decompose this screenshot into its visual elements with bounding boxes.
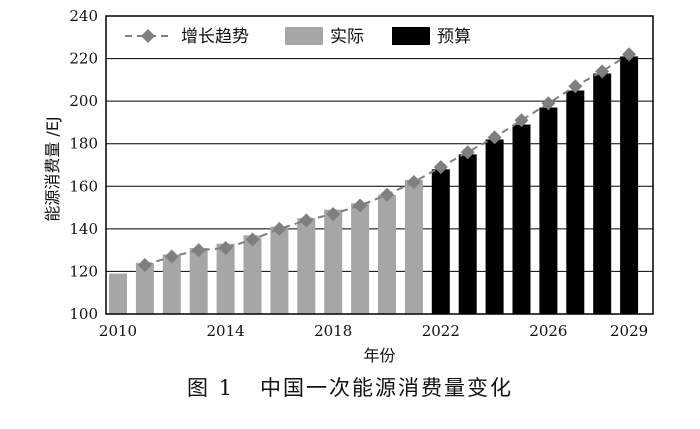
bar-budget-2024: [485, 139, 504, 314]
figure-caption: 图 1 中国一次能源消费量变化: [186, 376, 514, 400]
bar-actual-2012: [162, 254, 181, 314]
x-tick-label: 2022: [422, 322, 460, 340]
legend-swatch-budget: [392, 27, 430, 45]
y-tick-label: 100: [69, 305, 98, 323]
x-tick-label: 2010: [99, 322, 137, 340]
bar-budget-2026: [539, 107, 558, 315]
bar-budget-2028: [593, 73, 612, 314]
trend-marker-2015: [245, 232, 260, 247]
bar-actual-2018: [324, 209, 343, 314]
bar-budget-2027: [566, 90, 585, 314]
bar-actual-2020: [378, 194, 396, 314]
plot-frame: [105, 15, 654, 315]
y-tick-label: 200: [69, 92, 98, 110]
trend-marker-2017: [299, 213, 314, 228]
trend-marker-2026: [541, 96, 556, 111]
x-tick-label: 2029: [610, 322, 648, 340]
bar-actual-2014: [216, 243, 235, 314]
legend-trend-marker: [141, 29, 155, 43]
trend-marker-2025: [514, 113, 529, 128]
legend-label-trend: 增长趋势: [181, 27, 249, 47]
y-tick-label: 180: [69, 135, 98, 153]
y-tick-label: 240: [69, 7, 98, 25]
bar-actual-2010: [109, 273, 127, 314]
trend-marker-2023: [460, 145, 475, 160]
legend-swatch-actual: [285, 27, 323, 45]
bar-budget-2023: [458, 154, 477, 314]
trend-marker-2014: [218, 241, 233, 256]
trend-marker-2016: [272, 221, 287, 236]
trend-marker-2021: [406, 175, 421, 190]
trend-marker-2028: [595, 64, 610, 79]
bar-actual-2017: [297, 218, 316, 314]
y-tick-label: 220: [69, 50, 98, 68]
bar-actual-2019: [351, 203, 370, 314]
bar-actual-2021: [404, 179, 423, 314]
trend-marker-2029: [622, 47, 637, 62]
y-tick-label: 120: [69, 262, 98, 280]
trend-marker-2013: [191, 243, 206, 258]
bar-actual-2016: [270, 226, 289, 314]
bar-actual-2015: [243, 235, 262, 314]
bar-actual-2013: [189, 248, 208, 314]
x-tick-label: 2026: [529, 322, 567, 340]
x-tick-label: 2018: [314, 322, 352, 340]
bar-budget-2025: [512, 124, 531, 314]
bar-actual-2011: [135, 262, 154, 314]
y-tick-label: 160: [69, 177, 98, 195]
trend-marker-2011: [137, 258, 152, 273]
y-axis-title: 能源消费量 /EJ: [43, 116, 62, 221]
legend-label-budget: 预算: [437, 27, 471, 47]
x-tick-label: 2014: [207, 322, 245, 340]
trend-marker-2027: [568, 79, 583, 94]
trend-marker-2022: [433, 160, 448, 175]
y-tick-label: 140: [69, 220, 98, 238]
bar-budget-2022: [431, 169, 450, 314]
bar-budget-2029: [620, 56, 639, 314]
trend-marker-2024: [487, 130, 502, 145]
trend-marker-2020: [380, 187, 394, 202]
legend-label-actual: 实际: [330, 27, 364, 47]
x-axis-title: 年份: [363, 346, 395, 365]
trend-marker-2018: [326, 206, 341, 221]
trend-marker-2019: [353, 198, 368, 213]
trend-marker-2012: [164, 249, 179, 264]
